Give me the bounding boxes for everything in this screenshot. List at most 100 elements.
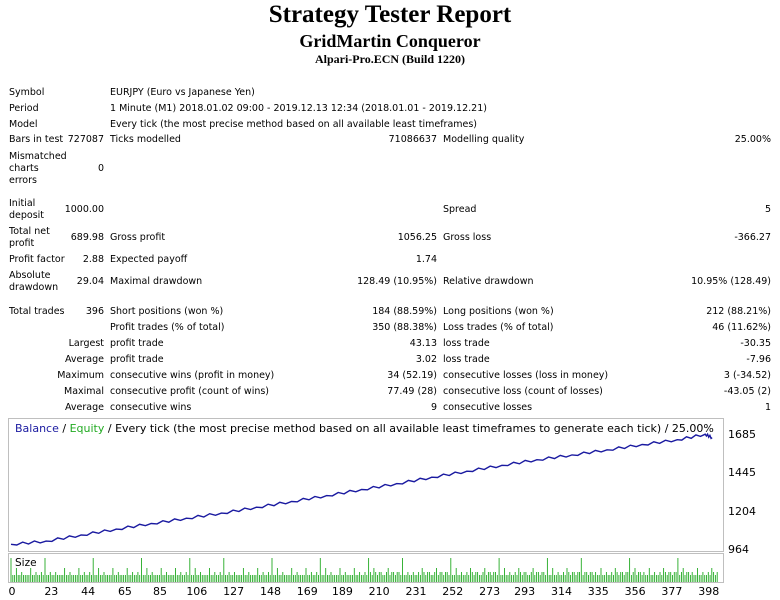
largest-label: Largest (68, 338, 104, 349)
max-cons-wins-label: consecutive wins (profit in money) (110, 370, 275, 381)
maximal-profit-label: consecutive profit (count of wins) (110, 386, 270, 397)
period-value: 1 Minute (M1) 2018.01.02 09:00 - 2019.12… (110, 103, 487, 114)
grossloss-label: Gross loss (443, 232, 492, 243)
maximum-label: Maximum (57, 370, 104, 381)
maximal-loss-value: -43.05 (2) (723, 386, 771, 397)
model-label: Model (9, 119, 38, 130)
reldd-value: 10.95% (128.49) (691, 276, 771, 287)
mismatch-label-3: errors (9, 175, 37, 186)
grossprofit-label: Gross profit (110, 232, 166, 243)
x-tick-label: 273 (479, 585, 501, 598)
maximal-label: Maximal (64, 386, 104, 397)
absdd-value: 29.04 (76, 276, 104, 287)
x-tick-label: 293 (514, 585, 536, 598)
balance-chart-svg (10, 432, 713, 546)
size-panel-svg (10, 558, 718, 582)
x-tick-label: 23 (44, 585, 59, 598)
y-tick-label: 1685 (728, 427, 756, 441)
symbol-label: Symbol (9, 87, 45, 98)
x-tick-label: 314 (550, 585, 572, 598)
average-loss-label: loss trade (443, 354, 490, 365)
average-profit-value: 3.02 (415, 354, 437, 365)
x-tick-label: 85 (153, 585, 167, 598)
long-value: 212 (88.21%) (706, 306, 771, 317)
pf-label: Profit factor (9, 254, 65, 265)
long-label: Long positions (won %) (443, 306, 554, 317)
avg-cons-wins-value: 9 (430, 402, 437, 413)
absdd-label-2: drawdown (9, 282, 59, 293)
x-tick-label: 231 (405, 585, 427, 598)
average2-label: Average (64, 402, 104, 413)
quality-value: 25.00% (734, 134, 771, 145)
x-tick-label: 377 (661, 585, 683, 598)
avg-cons-losses-label: consecutive losses (443, 402, 533, 413)
avg-cons-wins-label: consecutive wins (110, 402, 192, 413)
largest-loss-label: loss trade (443, 338, 490, 349)
average-loss-value: -7.96 (746, 354, 771, 365)
grossprofit-value: 1056.25 (397, 232, 437, 243)
x-tick-label: 210 (368, 585, 390, 598)
largest-profit-value: 43.13 (409, 338, 437, 349)
x-tick-label: 169 (296, 585, 318, 598)
symbol-value: EURJPY (Euro vs Japanese Yen) (110, 87, 255, 98)
bars-label: Bars in test (9, 134, 64, 145)
max-cons-losses-label: consecutive losses (loss in money) (443, 370, 609, 381)
legend-equity: Equity (69, 422, 105, 435)
payoff-label: Expected payoff (110, 254, 188, 265)
size-label: Size (15, 557, 37, 569)
profit-trades-value: 350 (88.38%) (372, 322, 437, 333)
x-tick-label: 398 (698, 585, 720, 598)
deposit-label-1: Initial (9, 198, 36, 209)
average-label: Average (64, 354, 104, 365)
maximal-profit-value: 77.49 (28) (387, 386, 437, 397)
expert-name: GridMartin Conqueror (299, 31, 481, 51)
avg-cons-losses-value: 1 (764, 402, 771, 413)
legend-sep: / (58, 422, 70, 435)
legend-description: / Every tick (the most precise method ba… (104, 422, 714, 435)
spread-label: Spread (443, 204, 477, 215)
netprofit-label-1: Total net (9, 226, 50, 237)
quality-label: Modelling quality (443, 134, 525, 145)
server-name: Alpari-Pro.ECN (Build 1220) (314, 52, 466, 66)
mismatch-value: 0 (97, 163, 104, 174)
short-value: 184 (88.59%) (372, 306, 437, 317)
trades-value: 396 (85, 306, 104, 317)
maximal-loss-label: consecutive loss (count of losses) (443, 386, 603, 397)
pf-value: 2.88 (82, 254, 104, 265)
x-tick-label: 44 (81, 585, 96, 598)
balance-line (10, 432, 713, 546)
maxdd-label: Maximal drawdown (110, 276, 203, 287)
balance-chart: Balance / Equity / Every tick (the most … (8, 418, 724, 552)
largest-profit-label: profit trade (110, 338, 164, 349)
average-profit-label: profit trade (110, 354, 164, 365)
absdd-label-1: Absolute (9, 270, 51, 281)
x-tick-label: 106 (186, 585, 208, 598)
y-tick-label: 964 (728, 543, 749, 556)
loss-trades-label: Loss trades (% of total) (443, 322, 554, 333)
chart-legend: Balance / Equity / Every tick (the most … (15, 422, 714, 435)
reldd-label: Relative drawdown (443, 276, 534, 287)
x-tick-label: 65 (117, 585, 132, 598)
deposit-label-2: deposit (9, 210, 45, 221)
short-label: Short positions (won %) (110, 306, 224, 317)
report-title: Strategy Tester Report (268, 1, 512, 28)
y-tick-label: 1445 (728, 466, 756, 480)
legend-balance: Balance (15, 422, 59, 435)
x-tick-label: 0 (8, 585, 16, 598)
ticks-value: 71086637 (388, 134, 437, 145)
x-tick-label: 252 (442, 585, 464, 598)
bars-value: 727087 (67, 134, 104, 145)
loss-trades-value: 46 (11.62%) (712, 322, 771, 333)
deposit-value: 1000.00 (64, 204, 104, 215)
model-value: Every tick (the most precise method base… (110, 119, 478, 130)
max-cons-wins-value: 34 (52.19) (387, 370, 437, 381)
y-tick-label: 1204 (728, 504, 756, 518)
size-panel: Size (8, 553, 724, 583)
trades-label: Total trades (9, 306, 65, 317)
x-tick-label: 356 (624, 585, 646, 598)
period-label: Period (9, 103, 39, 114)
payoff-value: 1.74 (415, 254, 437, 265)
spread-value: 5 (764, 204, 771, 215)
x-tick-label: 127 (223, 585, 245, 598)
x-tick-label: 335 (587, 585, 609, 598)
